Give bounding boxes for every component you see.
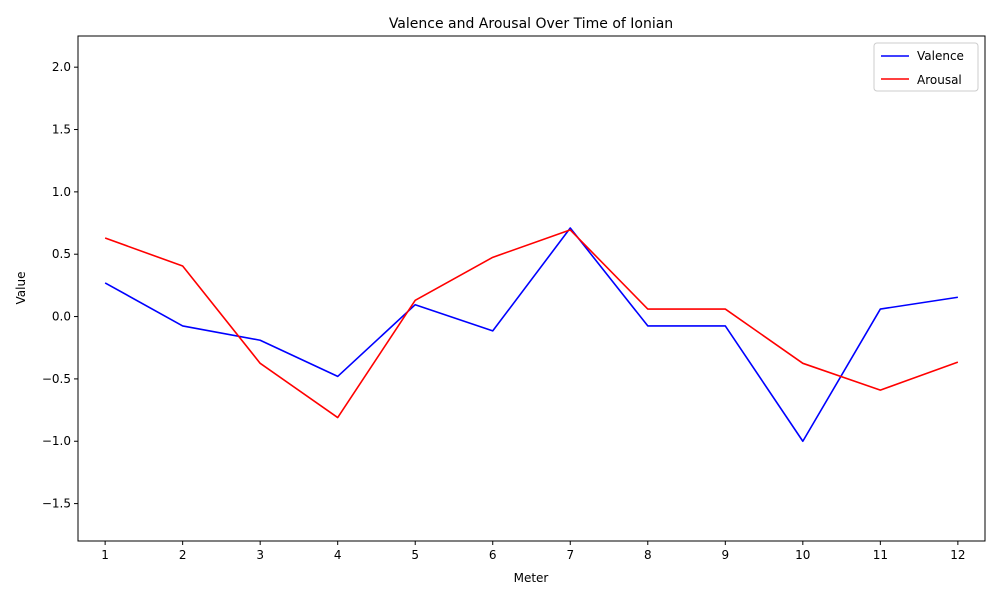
- y-tick-label: −1.0: [42, 434, 71, 448]
- x-tick-label: 6: [489, 548, 497, 562]
- legend-label-valence: Valence: [917, 49, 964, 63]
- y-axis: −1.5 −1.0 −0.5 0.0 0.5 1.0 1.5 2.0: [42, 60, 78, 511]
- y-tick-label: 1.0: [52, 185, 71, 199]
- series-line-valence: [104, 227, 958, 443]
- x-tick-label: 8: [644, 548, 652, 562]
- y-tick-label: −1.5: [42, 497, 71, 511]
- x-tick-label: 5: [411, 548, 419, 562]
- x-tick-label: 3: [256, 548, 264, 562]
- chart-title: Valence and Arousal Over Time of Ionian: [389, 16, 673, 32]
- y-tick-label: 0.0: [52, 310, 71, 324]
- x-tick-label: 10: [795, 548, 810, 562]
- y-tick-label: 2.0: [52, 60, 71, 74]
- y-axis-label: Value: [14, 272, 28, 305]
- x-tick-label: 11: [873, 548, 888, 562]
- y-tick-label: 1.5: [52, 123, 71, 137]
- y-tick-label: 0.5: [52, 247, 71, 261]
- legend-label-arousal: Arousal: [917, 73, 962, 87]
- plot-area: [77, 35, 986, 542]
- x-axis-label: Meter: [514, 571, 549, 585]
- x-tick-label: 7: [566, 548, 574, 562]
- x-tick-label: 12: [950, 548, 965, 562]
- x-tick-label: 9: [721, 548, 729, 562]
- x-tick-label: 4: [334, 548, 342, 562]
- x-tick-label: 1: [101, 548, 109, 562]
- x-tick-label: 2: [179, 548, 187, 562]
- x-axis: 1 2 3 4 5 6 7 8 9 10 11 12: [101, 541, 966, 562]
- legend: Valence Arousal: [873, 42, 979, 92]
- y-tick-label: −0.5: [42, 372, 71, 386]
- series-line-arousal: [104, 229, 959, 419]
- series-group: [104, 227, 959, 443]
